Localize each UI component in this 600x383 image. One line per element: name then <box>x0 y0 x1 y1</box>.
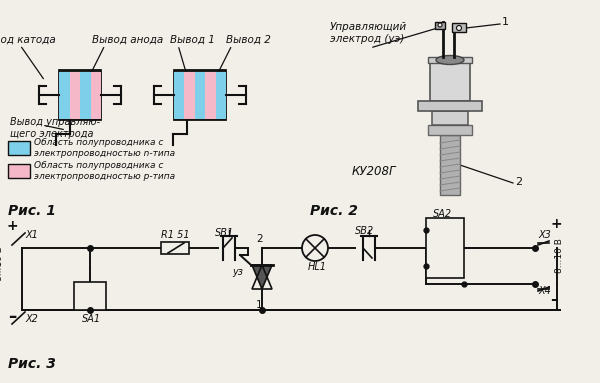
Text: вывод катода: вывод катода <box>0 35 56 45</box>
Bar <box>70 72 80 118</box>
Text: Вывод анода: Вывод анода <box>92 35 163 45</box>
Text: +: + <box>7 219 19 233</box>
Text: SB1: SB1 <box>215 228 234 238</box>
Bar <box>195 72 205 118</box>
Text: Вывод 2: Вывод 2 <box>226 35 271 45</box>
Text: Рис. 2: Рис. 2 <box>310 204 358 218</box>
Text: –: – <box>8 308 16 326</box>
Bar <box>59 70 101 120</box>
Bar <box>174 72 184 118</box>
Bar <box>452 23 466 32</box>
Bar <box>428 125 472 135</box>
Bar <box>432 111 468 125</box>
Bar <box>184 72 195 118</box>
Polygon shape <box>252 265 272 289</box>
Text: SA1: SA1 <box>82 314 101 324</box>
Text: 8...10 В: 8...10 В <box>556 239 565 273</box>
Text: 1: 1 <box>256 300 263 310</box>
Bar <box>426 218 464 278</box>
Bar <box>174 70 226 120</box>
Bar <box>205 72 215 118</box>
Bar <box>91 72 101 118</box>
Text: КУ208Г: КУ208Г <box>352 165 397 178</box>
Circle shape <box>302 235 328 261</box>
Ellipse shape <box>436 56 464 64</box>
Text: Управляющий
электрод (уэ): Управляющий электрод (уэ) <box>330 22 407 44</box>
Bar <box>74 282 106 310</box>
Text: R1 51: R1 51 <box>161 230 190 240</box>
Circle shape <box>438 23 442 27</box>
Bar <box>215 72 226 118</box>
Text: Вывод управляю-
щего электрода: Вывод управляю- щего электрода <box>10 118 100 139</box>
Bar <box>59 72 70 118</box>
Text: 2: 2 <box>515 177 522 187</box>
Text: HL1: HL1 <box>308 262 327 272</box>
Bar <box>428 57 472 63</box>
Bar <box>80 72 91 118</box>
Text: Область полупроводника с
электропроводностью p-типа: Область полупроводника с электропроводно… <box>34 161 175 181</box>
Text: X4: X4 <box>538 286 551 296</box>
Bar <box>8 141 30 155</box>
Text: Область полупроводника с
электропроводностью n-типа: Область полупроводника с электропроводно… <box>34 138 175 158</box>
Bar <box>161 242 189 254</box>
Text: Рис. 1: Рис. 1 <box>8 204 56 218</box>
Circle shape <box>457 26 461 31</box>
Text: Рис. 3: Рис. 3 <box>8 357 56 371</box>
Text: X2: X2 <box>25 314 38 324</box>
Text: X3: X3 <box>538 230 551 240</box>
Text: уз: уз <box>232 267 243 277</box>
Text: X1: X1 <box>25 230 38 240</box>
Text: Вывод 1: Вывод 1 <box>170 35 215 45</box>
Text: –: – <box>550 292 558 307</box>
Text: +: + <box>550 217 562 231</box>
Text: SB2: SB2 <box>355 226 374 236</box>
Text: 2: 2 <box>256 234 263 244</box>
Bar <box>8 164 30 178</box>
Bar <box>440 135 460 195</box>
Text: 1: 1 <box>502 17 509 27</box>
Bar <box>430 63 470 101</box>
Text: SA2: SA2 <box>433 209 452 219</box>
Bar <box>435 22 445 29</box>
Bar <box>418 101 482 111</box>
Text: 8...10 В: 8...10 В <box>0 247 5 282</box>
